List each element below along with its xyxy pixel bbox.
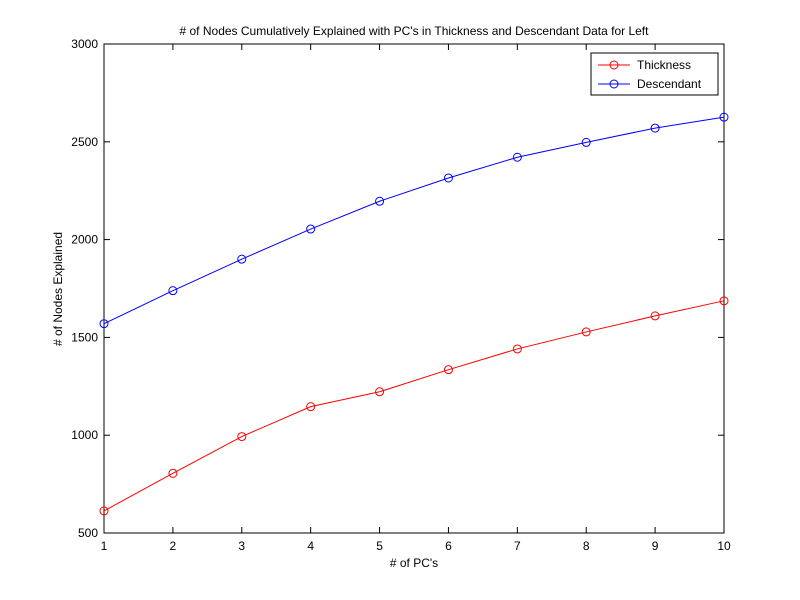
x-tick-label: 7 <box>514 539 521 553</box>
data-point-thickness <box>512 344 522 354</box>
data-point-descendant <box>512 152 522 162</box>
y-tick-label: 2000 <box>71 233 98 247</box>
y-tick-label: 2500 <box>71 135 98 149</box>
x-axis-title: # of PC's <box>390 556 438 570</box>
x-tick-label: 10 <box>717 539 731 553</box>
data-point-descendant <box>375 196 385 206</box>
y-tick-label: 500 <box>78 526 98 540</box>
series-line-thickness <box>103 300 725 512</box>
data-point-thickness <box>306 402 316 412</box>
x-tick-label: 3 <box>238 539 245 553</box>
data-point-thickness <box>650 311 660 321</box>
y-tick-label: 1500 <box>71 330 98 344</box>
legend-label-thickness: Thickness <box>637 58 691 72</box>
data-point-thickness <box>719 296 729 306</box>
data-point-descendant <box>650 123 660 133</box>
chart-title: # of Nodes Cumulatively Explained with P… <box>180 24 650 38</box>
y-tick-label: 3000 <box>71 37 98 51</box>
data-point-thickness <box>375 387 385 397</box>
data-point-thickness <box>443 365 453 375</box>
data-point-descendant <box>581 137 591 147</box>
plot-frame <box>103 43 725 534</box>
data-point-thickness <box>581 327 591 337</box>
x-tick-label: 1 <box>101 539 108 553</box>
x-tick-label: 9 <box>652 539 659 553</box>
x-tick-label: 5 <box>376 539 383 553</box>
data-point-descendant <box>237 254 247 264</box>
x-tick-label: 8 <box>583 539 590 553</box>
x-tick-label: 4 <box>307 539 314 553</box>
x-tick-label: 6 <box>445 539 452 553</box>
x-tick-label: 2 <box>170 539 177 553</box>
legend-marker-thickness <box>609 60 619 70</box>
data-point-descendant <box>306 224 316 234</box>
data-point-thickness <box>168 468 178 478</box>
legend-label-descendant: Descendant <box>637 77 702 91</box>
legend-marker-descendant <box>609 79 619 89</box>
data-point-thickness <box>237 432 247 442</box>
y-tick-label: 1000 <box>71 428 98 442</box>
data-point-thickness <box>99 506 109 516</box>
series-line-descendant <box>103 116 725 325</box>
plot-area: 1 2 3 4 5 6 7 8 9 10 500 1000 1500 2000 2500 3000 Thickn… <box>71 37 731 553</box>
data-point-descendant <box>443 173 453 183</box>
data-point-descendant <box>99 319 109 329</box>
data-point-descendant <box>719 112 729 122</box>
y-axis-title: # of Nodes Explained <box>51 232 65 346</box>
data-point-descendant <box>168 286 178 296</box>
